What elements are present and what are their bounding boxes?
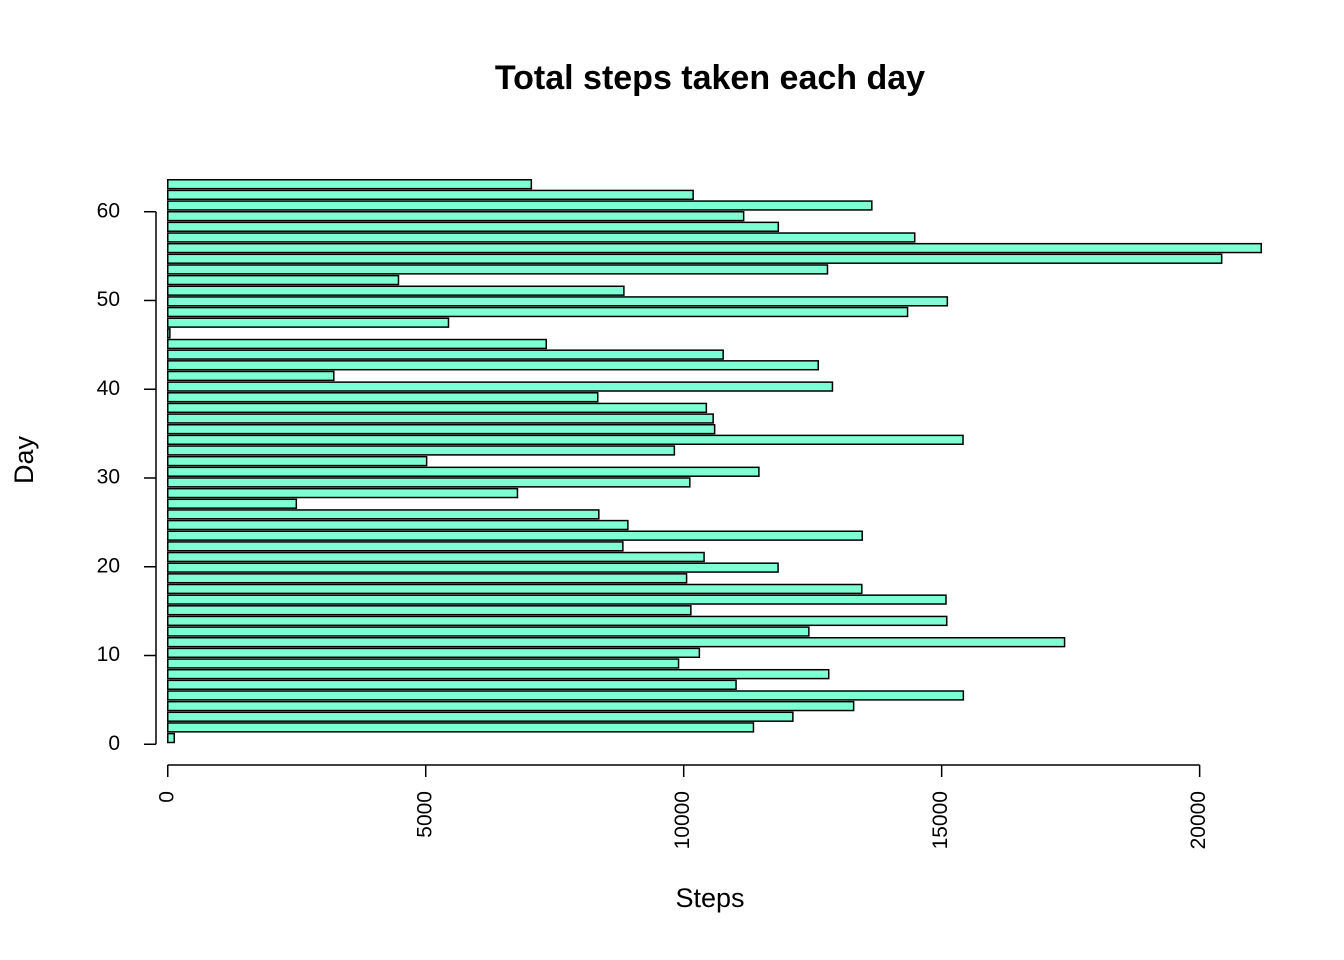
y-tick-label: 50 (97, 288, 120, 311)
bar (167, 487, 519, 499)
bar (167, 189, 694, 201)
bar (167, 242, 1262, 254)
bar (167, 668, 830, 680)
bar (167, 349, 724, 360)
bar (167, 498, 298, 509)
x-tick-label: 5000 (413, 791, 436, 838)
bar (167, 732, 176, 744)
bar (167, 637, 1066, 648)
y-tick-label: 40 (97, 377, 120, 400)
bar (167, 232, 916, 243)
bar (167, 615, 948, 627)
y-tick-label: 60 (97, 199, 120, 222)
bar (167, 658, 680, 669)
bar (167, 328, 171, 339)
bar (167, 551, 705, 563)
bar (167, 541, 624, 552)
bar (167, 434, 964, 446)
bar (167, 381, 834, 392)
bar (167, 445, 676, 456)
bar (167, 519, 629, 531)
bar (167, 179, 533, 190)
bar (167, 477, 691, 488)
bar (167, 583, 863, 595)
bar (167, 306, 909, 318)
bar (167, 679, 737, 690)
bar (167, 210, 745, 222)
x-tick-label: 0 (155, 791, 178, 803)
x-tick-label: 15000 (929, 791, 952, 849)
y-axis-label: Day (9, 435, 39, 484)
bar (167, 594, 947, 605)
bar (167, 647, 701, 659)
bar (167, 370, 335, 382)
bar (167, 573, 688, 584)
bar (167, 317, 450, 328)
bar (167, 221, 780, 232)
bar (167, 338, 548, 350)
bar (167, 605, 692, 616)
bar (167, 285, 625, 296)
x-tick-label: 10000 (671, 791, 694, 849)
y-tick-label: 30 (97, 466, 120, 489)
bar (167, 700, 855, 712)
bar (167, 200, 873, 211)
chart-title: Total steps taken each day (495, 59, 925, 97)
y-tick-label: 20 (97, 554, 120, 577)
bar (167, 711, 794, 722)
bar (167, 722, 755, 733)
bar (167, 509, 600, 520)
bar (167, 253, 1223, 264)
y-tick-label: 0 (108, 732, 120, 755)
x-axis-label: Steps (675, 883, 744, 913)
bar (167, 296, 949, 307)
bar (167, 530, 863, 541)
bar (167, 392, 599, 403)
bar (167, 402, 708, 414)
bar (167, 274, 400, 286)
bar (167, 562, 779, 573)
y-tick-label: 10 (97, 643, 120, 666)
bar (167, 423, 716, 435)
bar (167, 466, 760, 477)
bar (167, 413, 714, 424)
bar (167, 626, 810, 637)
bar (167, 455, 428, 467)
bar (167, 264, 829, 275)
bar (167, 360, 820, 371)
bar (167, 690, 965, 701)
x-tick-label: 20000 (1187, 791, 1210, 849)
